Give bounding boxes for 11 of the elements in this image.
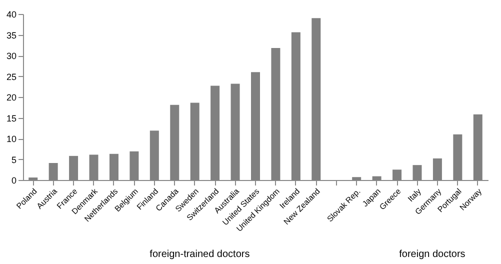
y-tick-label: 35 xyxy=(6,30,16,40)
text: foreign doctors xyxy=(399,249,466,260)
y-tick-label: 0 xyxy=(11,176,16,186)
y-tick-label: 40 xyxy=(6,10,16,20)
y-tick-label: 15 xyxy=(6,113,16,124)
y-tick-label: 10 xyxy=(6,134,16,144)
text: foreign-trained doctors xyxy=(150,249,250,260)
y-tick-label: 25 xyxy=(6,72,16,82)
y-tick-label: 5 xyxy=(11,154,16,165)
y-tick-label: 20 xyxy=(6,92,16,102)
y-tick-label: 30 xyxy=(6,51,16,61)
